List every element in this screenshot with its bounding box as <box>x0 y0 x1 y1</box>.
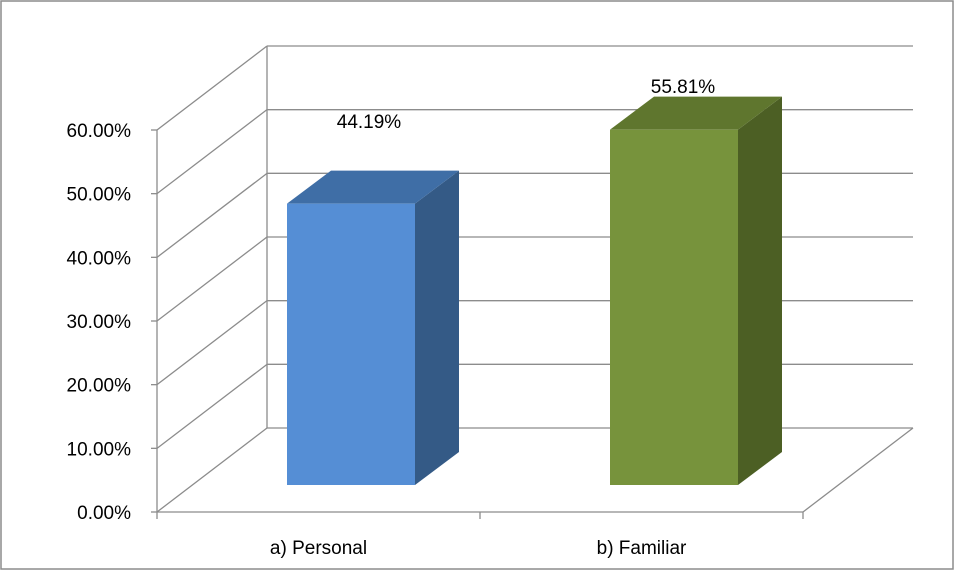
bar-top <box>610 96 782 130</box>
floor-right-edge <box>802 427 914 513</box>
y-tick-label: 30.00% <box>67 312 132 333</box>
x-category-label: a) Personal <box>270 538 367 559</box>
gridline-side <box>156 427 268 513</box>
bar-side <box>738 96 782 485</box>
gridline-side <box>156 45 268 131</box>
x-axis: a) Personal b) Familiar <box>156 512 804 559</box>
gridline-side <box>156 172 268 258</box>
bar-group <box>287 170 459 486</box>
x-category-label: b) Familiar <box>597 538 687 559</box>
bar-top <box>287 170 459 204</box>
y-axis: 0.00% 10.00% 20.00% 30.00% 40.00% 50.00% 60.00… <box>67 121 158 524</box>
bar-side <box>415 170 459 486</box>
y-tick-label: 40.00% <box>67 248 132 269</box>
gridline-side <box>156 300 268 386</box>
y-tick-label: 50.00% <box>67 185 132 206</box>
bar <box>287 203 415 486</box>
data-label: 44.19% <box>337 112 402 133</box>
gridline-side <box>156 109 268 195</box>
bar <box>610 129 738 485</box>
gridline-side <box>156 363 268 449</box>
y-tick-label: 60.00% <box>67 121 132 142</box>
data-label: 55.81% <box>651 77 716 98</box>
y-tick-label: 10.00% <box>67 439 132 460</box>
data-labels: 44.19% 55.81% <box>337 77 716 133</box>
y-tick-label: 0.00% <box>77 503 131 524</box>
bar-group <box>610 96 782 485</box>
y-tick-label: 20.00% <box>67 376 132 397</box>
gridline-side <box>156 236 268 322</box>
bars <box>287 96 782 486</box>
